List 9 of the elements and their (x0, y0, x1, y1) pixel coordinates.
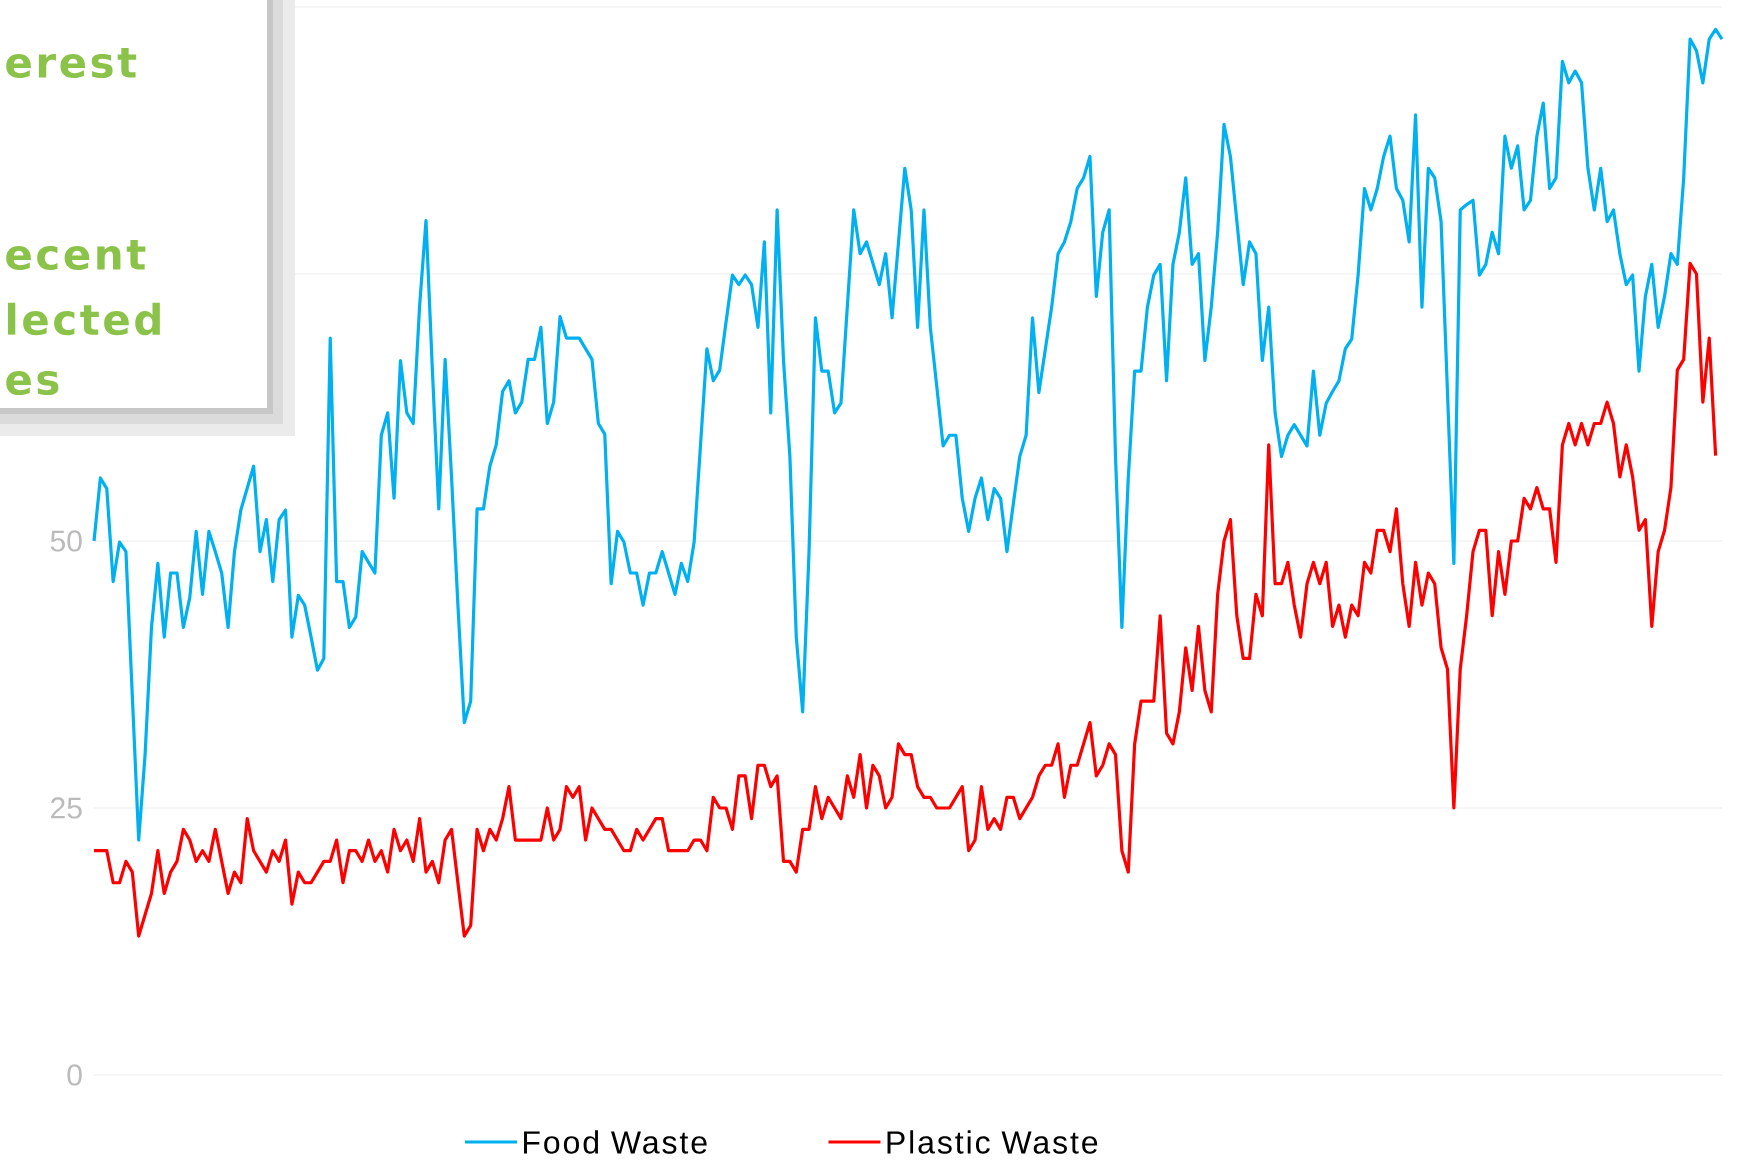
y-tick-label: 0 (67, 1064, 82, 1086)
legend-label: Food Waste (524, 1130, 707, 1154)
y-tick-label: 25 (51, 797, 82, 819)
annotation: ecent (6, 239, 146, 271)
annotation: erest (6, 47, 137, 79)
y-tick-label: 50 (50, 530, 82, 552)
legend-label: Plastic Waste (887, 1130, 1098, 1154)
annotation: lected (7, 302, 160, 336)
text: es (6, 370, 59, 396)
